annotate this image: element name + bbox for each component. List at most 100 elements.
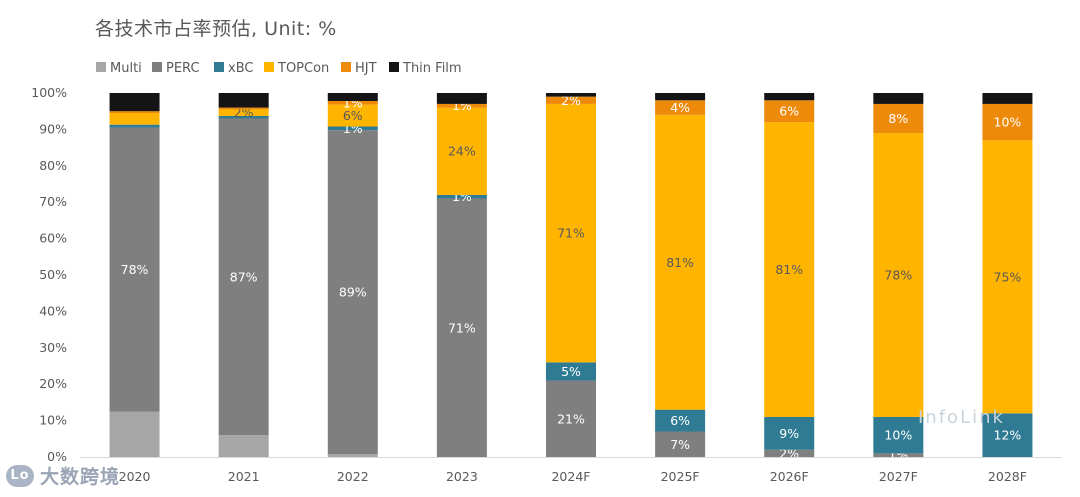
bars: 78% 87%2%89%1%6%1%71%1%24%1%21%5%71%2%7%6…	[109, 93, 1033, 463]
bar-segment-hjt-2027F	[873, 103, 924, 134]
bar-segment-xbc-2023	[436, 194, 487, 199]
bar-segment-thin-film-2022	[327, 93, 378, 102]
y-tick-label: 50%	[39, 267, 67, 282]
bar-segment-thin-film-2020	[109, 93, 160, 112]
x-tick-label: 2023	[446, 469, 478, 484]
bar-segment-topcon-2022	[327, 104, 378, 127]
bar-segment-xbc-2027F	[873, 416, 924, 454]
data-label: 6%	[779, 104, 799, 119]
y-tick-label: 60%	[39, 231, 67, 246]
data-label: 7%	[670, 437, 690, 452]
bar-segment-topcon-2025F	[655, 114, 706, 410]
bar-segment-hjt-2024F	[546, 96, 596, 104]
bar-segment-hjt-2022	[327, 101, 378, 105]
x-tick-label: 2020	[119, 469, 151, 484]
data-label: 71%	[448, 320, 476, 335]
data-label: 12%	[994, 428, 1022, 443]
data-label: 24%	[448, 144, 476, 159]
legend-swatch-multi	[96, 62, 106, 72]
chart-title: 各技术市占率预估, Unit: %	[95, 18, 337, 40]
data-label: 10%	[884, 428, 912, 443]
bar-segment-hjt-2021	[218, 107, 269, 110]
bar-segment-thin-film-2027F	[873, 93, 924, 104]
data-label: 78%	[121, 262, 149, 277]
bar-segment-multi-2022	[327, 454, 378, 457]
bar-segment-xbc-2022	[327, 126, 378, 131]
bar-segment-perc-2020	[109, 127, 160, 412]
bar-segment-topcon-2027F	[873, 133, 924, 417]
y-axis: 0% 10% 20% 30% 40% 50% 60% 70% 80% 90% 100%	[31, 85, 67, 464]
bar-segment-xbc-2025F	[655, 409, 706, 432]
bar-segment-topcon-2023	[436, 107, 487, 195]
legend-label-thin-film: Thin Film	[402, 61, 462, 76]
brand-logo: Lo 大数跨境	[6, 462, 120, 489]
y-tick-label: 30%	[39, 340, 67, 355]
bar-segment-xbc-2020	[109, 124, 160, 128]
x-tick-label: 2024F	[551, 469, 590, 484]
bar-segment-multi-2021	[218, 435, 269, 457]
data-label: 6%	[670, 413, 690, 428]
x-tick-label: 2027F	[879, 469, 918, 484]
data-label: 9%	[779, 426, 799, 441]
data-label: 81%	[775, 262, 803, 277]
data-label: 81%	[666, 255, 694, 270]
y-tick-label: 100%	[31, 85, 67, 100]
bar-segment-hjt-2028F	[982, 103, 1033, 141]
bar-segment-thin-film-2021	[218, 93, 269, 108]
bar-segment-perc-2022	[327, 130, 378, 455]
legend-label-xbc: xBC	[228, 61, 253, 76]
bar-segment-hjt-2020	[109, 111, 160, 114]
y-tick-label: 20%	[39, 376, 67, 391]
bar-segment-perc-2025F	[655, 431, 706, 457]
data-label: 78%	[884, 268, 912, 283]
bar-segment-hjt-2023	[436, 103, 487, 108]
bar-segment-perc-2026F	[764, 449, 815, 457]
logo-text: 大数跨境	[40, 466, 121, 488]
x-axis: 2020 2021 2022 2023 2024F 2025F 2026F 2027F 2028…	[80, 457, 1062, 484]
x-tick-label: 2021	[228, 469, 260, 484]
bar-segment-thin-film-2023	[436, 93, 487, 104]
legend-label-topcon: TOPCon	[277, 61, 329, 76]
y-tick-label: 10%	[39, 413, 67, 428]
legend-label-perc: PERC	[166, 61, 200, 76]
legend-label-hjt: HJT	[355, 61, 377, 76]
x-tick-label: 2026F	[770, 469, 809, 484]
y-tick-label: 80%	[39, 158, 67, 173]
logo-badge-icon: Lo	[6, 464, 34, 487]
bar-segment-thin-film-2028F	[982, 93, 1033, 104]
bar-segment-xbc-2026F	[764, 416, 815, 450]
bar-segment-perc-2024F	[546, 380, 596, 457]
bar-segment-thin-film-2026F	[764, 93, 815, 101]
bar-segment-xbc-2028F	[982, 413, 1033, 457]
bar-segment-multi-2020	[109, 411, 160, 457]
legend-swatch-hjt	[341, 62, 351, 72]
bar-segment-topcon-2021	[218, 109, 269, 116]
data-label: 75%	[994, 269, 1022, 284]
x-tick-label: 2028F	[988, 469, 1027, 484]
bar-segment-topcon-2028F	[982, 140, 1033, 414]
legend-swatch-topcon	[264, 62, 274, 72]
bar-segment-topcon-2024F	[546, 103, 596, 363]
legend: Multi PERC xBC TOPCon HJT Thin Film	[96, 61, 462, 76]
bar-segment-perc-2021	[218, 118, 269, 436]
legend-swatch-perc	[152, 62, 162, 72]
legend-label-multi: Multi	[110, 61, 142, 76]
legend-swatch-thin-film	[389, 62, 399, 72]
bar-segment-perc-2023	[436, 198, 487, 457]
bar-segment-topcon-2020	[109, 113, 160, 125]
y-tick-label: 0%	[47, 449, 67, 464]
x-tick-label: 2022	[337, 469, 369, 484]
y-tick-label: 90%	[39, 121, 67, 136]
infolink-watermark: InfoLink	[918, 407, 1005, 428]
data-label: 71%	[557, 226, 585, 241]
data-label: 89%	[339, 285, 367, 300]
data-label: 8%	[888, 111, 908, 126]
bar-segment-thin-film-2025F	[655, 93, 706, 101]
data-label: 6%	[343, 108, 363, 123]
bar-segment-xbc-2024F	[546, 362, 596, 381]
bar-segment-perc-2027F	[873, 453, 924, 457]
data-label: 87%	[230, 269, 258, 284]
y-tick-label: 70%	[39, 194, 67, 209]
data-label: 10%	[994, 115, 1022, 130]
